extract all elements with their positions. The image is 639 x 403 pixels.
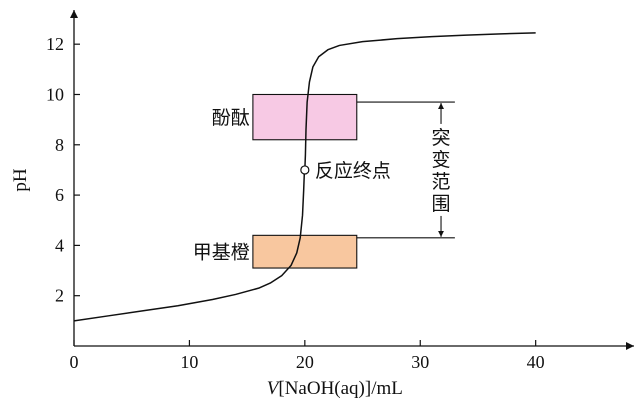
y-tick-label: 4 xyxy=(55,235,64,255)
indicator-label: 甲基橙 xyxy=(193,242,250,264)
indicator-range-box xyxy=(252,93,358,141)
endpoint-label: 反应终点 xyxy=(315,160,391,182)
x-tick-label: 0 xyxy=(70,352,79,372)
indicator-range-box xyxy=(252,234,358,269)
y-tick-label: 8 xyxy=(55,135,64,155)
y-tick-label: 2 xyxy=(55,286,64,306)
y-axis-title: pH xyxy=(10,168,31,192)
x-tick-label: 40 xyxy=(527,352,545,372)
x-axis-title: V[NaOH(aq)]/mL xyxy=(267,378,403,399)
y-tick-label: 12 xyxy=(46,34,64,54)
titration-curve xyxy=(73,32,536,322)
jump-range-label-char: 变 xyxy=(432,149,451,171)
y-tick-label: 6 xyxy=(55,185,64,205)
x-axis-title-unit: [NaOH(aq)]/mL xyxy=(278,378,403,399)
jump-range-label-char: 范 xyxy=(432,171,451,193)
curve-layer: 反应终点 xyxy=(73,32,536,322)
indicator-label: 酚酞 xyxy=(212,107,250,129)
jump-range-label-char: 围 xyxy=(432,193,451,215)
jump-range-label-char: 突 xyxy=(432,127,451,149)
y-tick-label: 10 xyxy=(46,84,64,104)
tick-layer: 0 10 20 30 40 2 4 6 8 10 12 xyxy=(46,34,545,372)
x-tick-label: 20 xyxy=(296,352,314,372)
x-tick-label: 30 xyxy=(411,352,429,372)
endpoint-marker xyxy=(300,165,310,175)
x-tick-label: 10 xyxy=(180,352,198,372)
x-axis-title-variable: V xyxy=(267,378,281,399)
